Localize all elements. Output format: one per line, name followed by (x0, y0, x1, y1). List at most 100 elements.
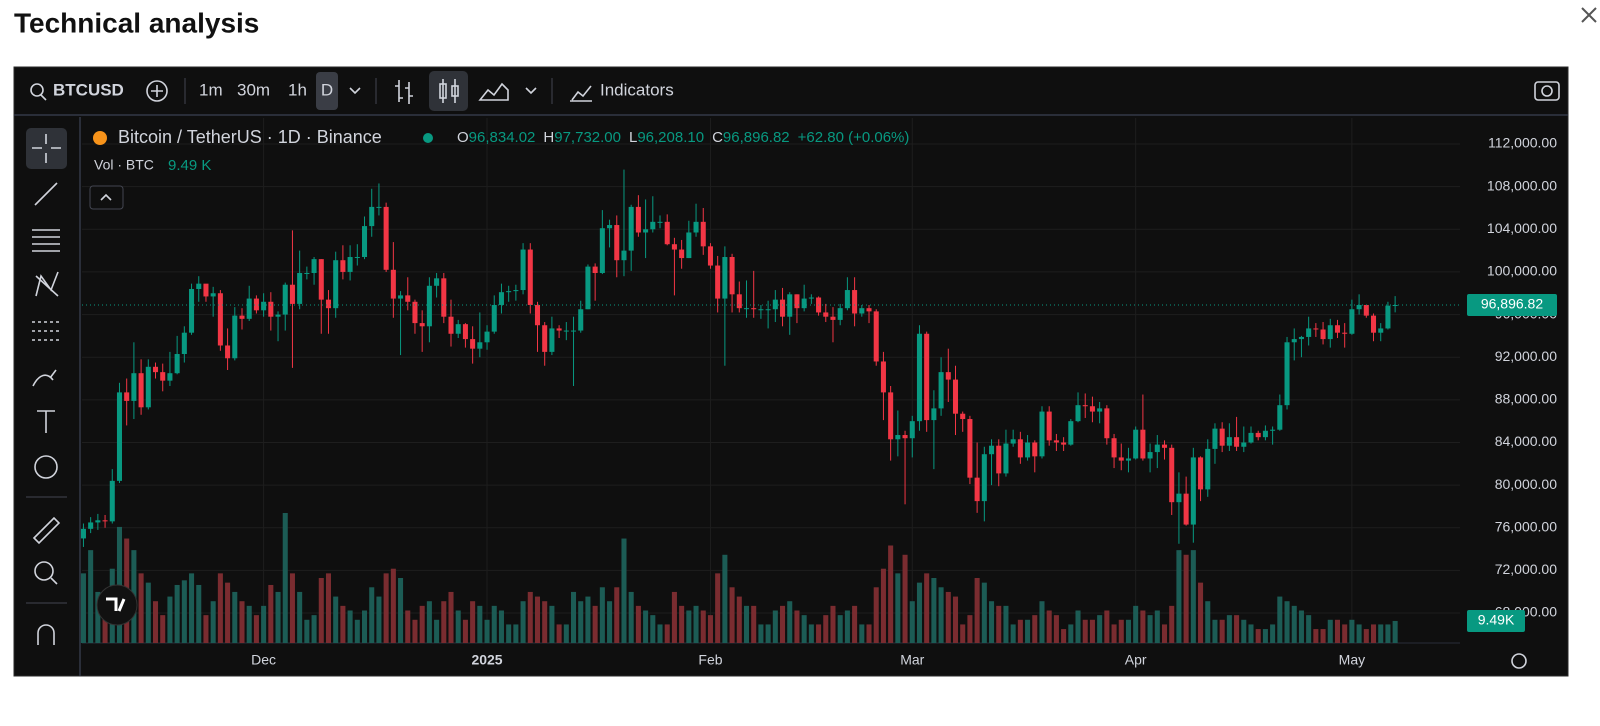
interval[interactable]: 1m (199, 80, 223, 99)
volume-bar (1298, 610, 1304, 643)
volume-bar (989, 601, 995, 643)
crosshair-tool[interactable] (32, 134, 61, 163)
candle-body (1176, 493, 1182, 503)
volume-bar (628, 591, 634, 643)
candle-body (1205, 448, 1211, 490)
volume-value: 9.49 K (168, 157, 211, 174)
collapse-legend[interactable] (89, 185, 124, 210)
x-tick-label: Feb (698, 652, 722, 668)
emoji-tool[interactable] (34, 455, 58, 479)
candle-body (1154, 444, 1160, 453)
candle-body (902, 435, 908, 439)
volume-bar (1061, 629, 1067, 643)
candle-body (549, 328, 555, 352)
interval[interactable]: D (321, 80, 333, 99)
candle-body (470, 339, 476, 349)
settings-icon[interactable] (1511, 653, 1527, 669)
candle-body (1140, 429, 1146, 459)
volume-bar (210, 601, 216, 643)
candle-body (282, 284, 288, 315)
volume-bar (1392, 620, 1398, 643)
candle-body (787, 294, 793, 317)
volume-bar (780, 605, 786, 643)
measure-tool[interactable] (32, 516, 61, 545)
candle-body (426, 285, 432, 327)
pattern-tool[interactable] (35, 271, 59, 297)
fib-tool[interactable] (32, 229, 60, 252)
y-tick-label: 80,000.00 (1495, 476, 1557, 492)
candle-body (405, 295, 411, 302)
trendline-tool[interactable] (34, 182, 58, 206)
volume-bar (225, 582, 231, 643)
zoom-tool[interactable] (34, 561, 54, 581)
brush-tool[interactable] (32, 369, 57, 387)
o-value: 96,834.02 (469, 129, 536, 146)
candle-body (578, 309, 584, 331)
volume-bar (657, 624, 663, 643)
indicators-icon[interactable] (570, 85, 592, 102)
candle-body (289, 284, 295, 304)
top-toolbar: BTCUSD 1m 30m 1h D Indicators (30, 71, 1560, 111)
candles-icon[interactable] (442, 79, 456, 103)
search-icon[interactable] (30, 83, 44, 97)
forecast-tool[interactable] (32, 321, 60, 341)
volume-bar (808, 624, 814, 643)
last-volume-badge (1467, 609, 1525, 632)
snapshot-icon[interactable] (1534, 81, 1560, 101)
area-icon[interactable] (478, 82, 509, 101)
symbol[interactable]: BTCUSD (53, 80, 124, 99)
candle-body (390, 269, 396, 299)
candle-body (614, 225, 620, 261)
candle-body (1053, 440, 1059, 443)
text-tool[interactable] (37, 410, 55, 433)
bars-icon[interactable] (395, 80, 413, 104)
interval[interactable]: 30m (237, 80, 270, 99)
volume-bar (895, 573, 901, 643)
candle-body (808, 297, 814, 299)
candle-body (873, 311, 879, 362)
chart-type-dropdown[interactable] (525, 87, 537, 95)
volume-bar (462, 619, 468, 643)
volume-bar (1385, 624, 1391, 643)
candle-body (823, 312, 829, 317)
volume-bar (635, 605, 641, 643)
candle-body (102, 520, 108, 522)
volume-bar (1089, 619, 1095, 643)
candle-body (671, 244, 677, 250)
candle-body (434, 278, 440, 286)
candle-body (599, 228, 605, 273)
candle-body (297, 272, 303, 304)
candle-body (1255, 432, 1261, 438)
volume-bar (1025, 619, 1031, 643)
volume-bar (383, 573, 389, 643)
candle-body (1320, 329, 1326, 340)
volume-bar (643, 610, 649, 643)
volume-bar (736, 596, 742, 643)
volume-bar (794, 610, 800, 643)
candle-body (780, 299, 786, 317)
candle-body (607, 225, 613, 229)
volume-bar (938, 587, 944, 643)
candle-body (938, 372, 944, 409)
volume-bar (960, 624, 966, 643)
collapse-arrow (100, 193, 112, 201)
volume-bar (203, 615, 209, 643)
candle-body (628, 206, 634, 251)
indicators-button[interactable]: Indicators (600, 80, 674, 99)
add-symbol[interactable] (146, 80, 168, 102)
zoom-handle (50, 577, 58, 585)
candle-body (1039, 411, 1045, 457)
volume-bar (1349, 619, 1355, 643)
volume-bar (859, 624, 865, 643)
volume-bar (88, 550, 94, 643)
interval-dropdown[interactable] (349, 87, 361, 95)
volume-bar (1248, 624, 1254, 643)
candle-body (325, 299, 332, 309)
magnet-tool[interactable] (37, 624, 55, 645)
interval[interactable]: 1h (288, 80, 307, 99)
candle-body (1111, 438, 1117, 458)
volume-bar (484, 619, 490, 643)
candle-body (1133, 429, 1139, 459)
close-button[interactable] (1581, 7, 1597, 23)
